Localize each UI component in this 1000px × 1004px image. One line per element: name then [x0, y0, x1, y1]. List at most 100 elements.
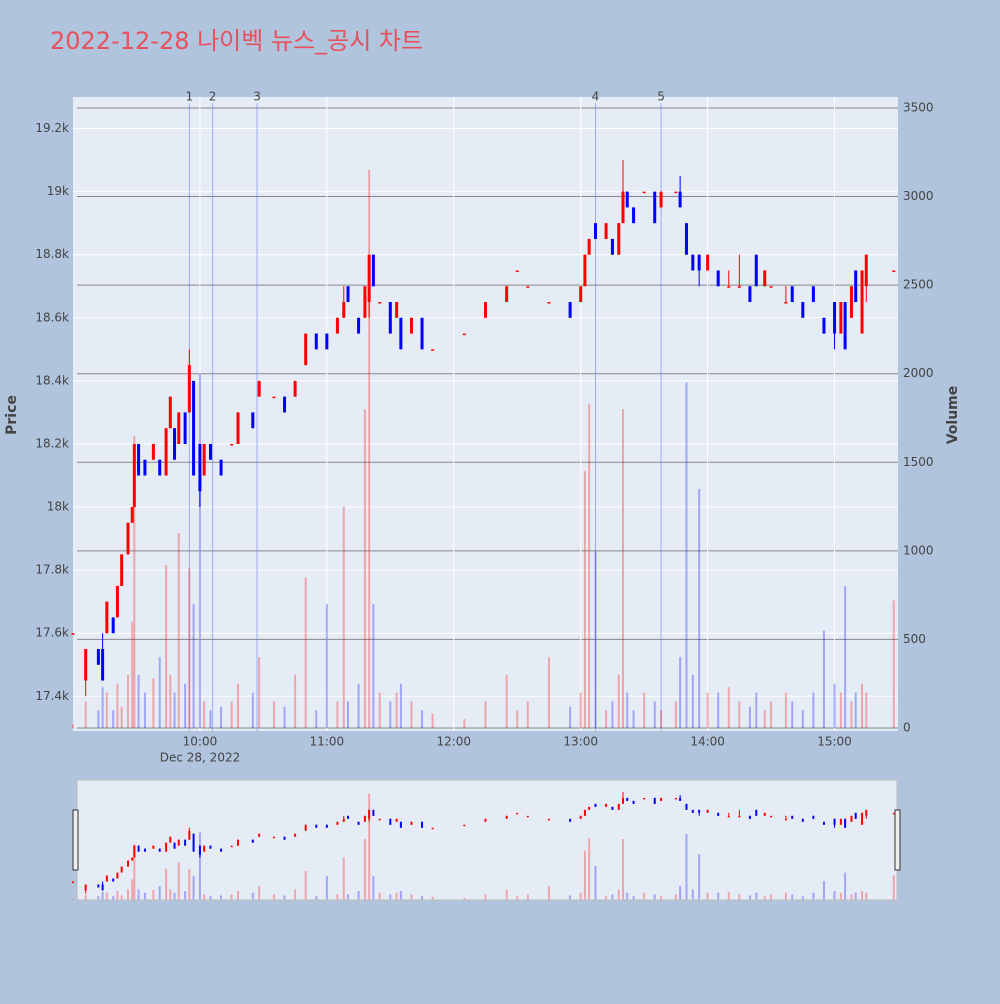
volume-bar [315, 710, 318, 728]
candle-body [257, 380, 261, 397]
candle-body [706, 254, 710, 271]
volume-bar [643, 692, 646, 728]
slider-candle-body [770, 815, 773, 818]
slider-candle-body [131, 857, 134, 861]
slider-volume-bar [120, 895, 123, 900]
slider-candle-body [617, 803, 620, 810]
volume-bar [791, 701, 794, 728]
volume-bar [861, 683, 864, 728]
y-tick-label: 17.4k [35, 689, 69, 703]
slider-volume-bar [158, 886, 161, 900]
slider-candle-body [84, 884, 87, 891]
slider-volume-bar [505, 889, 508, 900]
volume-bar [143, 692, 146, 728]
candle-body [505, 286, 509, 303]
candle-body [784, 302, 788, 304]
slider-candle-body [547, 818, 550, 821]
candle-body [801, 302, 805, 318]
slider-volume-bar [152, 890, 155, 900]
slider-handle[interactable] [894, 809, 901, 871]
slider-volume-bar [622, 839, 624, 900]
candle-body [604, 223, 608, 239]
slider-volume-bar [691, 889, 694, 900]
slider-volume-bar [209, 896, 212, 900]
slider-candle-body [892, 812, 895, 815]
news-label: 2 [209, 90, 217, 104]
slider-volume-bar [861, 891, 864, 900]
candle-body [293, 380, 297, 397]
slider-candle-body [822, 821, 825, 825]
volume-bar [198, 373, 201, 728]
candle-body [283, 396, 287, 413]
candle-body [236, 412, 240, 444]
candle-body [111, 617, 115, 634]
slider-candle-body [526, 815, 529, 818]
slider-volume-bar [363, 839, 366, 900]
slider-volume-bar [516, 896, 519, 900]
candle-body [126, 522, 130, 555]
candle-body [388, 302, 392, 334]
candle-body [325, 333, 329, 350]
slider-volume-bar [389, 894, 392, 900]
slider-volume-bar [105, 892, 108, 900]
slider-candle-body [363, 815, 366, 822]
volume-bar [368, 169, 371, 728]
volume-bar [763, 710, 766, 728]
candle-body [409, 317, 413, 334]
slider-handle[interactable] [72, 809, 79, 871]
y-axis-title: Price [4, 395, 20, 435]
slider-candle-body [727, 815, 730, 818]
candle-body [716, 270, 720, 287]
volume-bar [626, 692, 629, 728]
candle-body [659, 191, 663, 208]
candle-body [547, 302, 551, 304]
volume-bar [755, 692, 758, 728]
slider-candle-body [791, 815, 794, 819]
slider-candle-body [325, 824, 328, 828]
slider-candle-body [112, 878, 115, 882]
slider-volume-bar [685, 834, 688, 900]
y-tick-label: 19k [47, 184, 69, 198]
candle-body [115, 585, 119, 618]
slider-candle-body [203, 845, 206, 852]
volume-bar [105, 692, 108, 728]
volume-bar [294, 674, 297, 728]
candle-body [691, 254, 695, 271]
candle-body [151, 443, 155, 460]
slider-volume-bar [844, 872, 847, 900]
slider-candle-body [347, 815, 349, 819]
candle-body [209, 443, 212, 460]
slider-candle-body [717, 812, 720, 816]
candle-body [367, 254, 371, 303]
slider-candle-body [188, 830, 191, 840]
candle-body [335, 317, 339, 334]
candle-body [378, 302, 382, 304]
candle-body [462, 333, 466, 336]
volume-bar [363, 409, 366, 728]
y2-tick-label: 0 [903, 720, 911, 734]
slider-candle-body [101, 884, 104, 891]
x-tick-label: 14:00 [690, 735, 725, 749]
volume-bar [72, 724, 74, 728]
volume-bar [131, 621, 134, 728]
slider-candle-body [133, 845, 136, 858]
slider-volume-bar [357, 891, 360, 900]
range-slider[interactable] [76, 779, 898, 901]
slider-volume-bar [169, 889, 172, 900]
slider-candle-body [97, 884, 100, 888]
slider-candle-body [72, 881, 74, 883]
slider-candle-body [463, 824, 466, 827]
slider-candle-body [127, 860, 129, 867]
slider-candle-body [763, 812, 766, 816]
slider-candle-body [691, 809, 694, 813]
volume-bar [251, 692, 254, 728]
volume-bar [588, 403, 591, 728]
slider-volume-bar [653, 894, 656, 900]
volume-bar [230, 701, 233, 728]
y2-tick-label: 2500 [903, 278, 934, 292]
candle-body [105, 601, 109, 634]
candle-body [811, 286, 815, 303]
candle-body [219, 459, 223, 476]
slider-volume-bar [579, 892, 582, 900]
candle-body [164, 428, 168, 476]
